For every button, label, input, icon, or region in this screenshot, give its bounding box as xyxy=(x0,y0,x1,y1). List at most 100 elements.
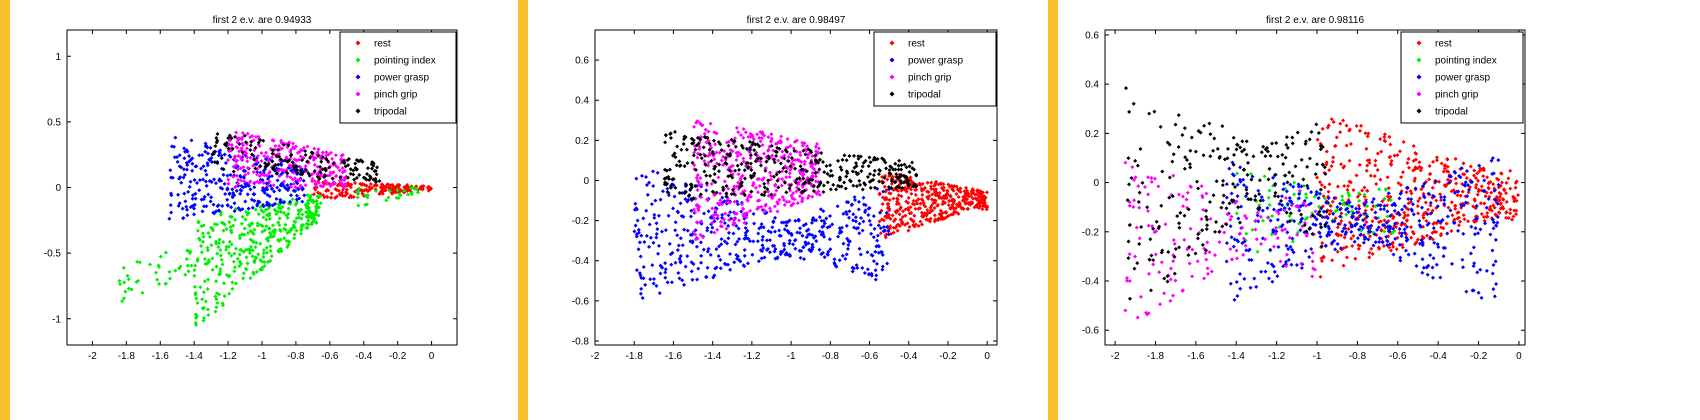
point-rest xyxy=(1388,142,1393,147)
point-tripodal xyxy=(215,138,220,143)
point-power-grasp xyxy=(690,239,695,244)
point-pointing-index xyxy=(1305,215,1310,220)
point-rest xyxy=(1486,185,1491,190)
point-tripodal xyxy=(742,168,747,173)
point-rest xyxy=(1466,219,1471,224)
legend-marker xyxy=(889,40,895,46)
point-rest xyxy=(1318,274,1323,279)
point-tripodal xyxy=(1316,131,1321,136)
point-power-grasp xyxy=(777,228,782,233)
point-tripodal xyxy=(364,177,369,182)
point-tripodal xyxy=(1281,161,1286,166)
point-power-grasp xyxy=(267,194,272,199)
point-tripodal xyxy=(1203,248,1208,253)
point-pinch-grip xyxy=(229,142,234,147)
point-power-grasp xyxy=(1400,207,1405,212)
point-tripodal xyxy=(869,178,874,183)
point-power-grasp xyxy=(1436,219,1441,224)
point-tripodal xyxy=(1187,162,1192,167)
point-pinch-grip xyxy=(343,181,348,186)
point-power-grasp xyxy=(1281,187,1286,192)
point-tripodal xyxy=(292,165,297,170)
point-power-grasp xyxy=(209,195,214,200)
point-tripodal xyxy=(1188,165,1193,170)
point-power-grasp xyxy=(1232,173,1237,178)
point-rest xyxy=(1359,123,1364,128)
point-power-grasp xyxy=(176,192,181,197)
point-power-grasp xyxy=(1476,231,1481,236)
point-rest xyxy=(1516,193,1521,198)
point-rest xyxy=(1500,196,1505,201)
point-rest xyxy=(1408,199,1413,204)
point-power-grasp xyxy=(194,164,199,169)
point-tripodal xyxy=(815,184,820,189)
point-pointing-index xyxy=(268,248,273,253)
point-power-grasp xyxy=(751,239,756,244)
legend-marker xyxy=(355,57,361,63)
point-pointing-index xyxy=(214,305,219,310)
point-pointing-index xyxy=(1255,249,1260,254)
point-power-grasp xyxy=(657,291,662,296)
point-power-grasp xyxy=(203,149,208,154)
point-power-grasp xyxy=(1478,227,1483,232)
point-pinch-grip xyxy=(693,210,698,215)
point-pointing-index xyxy=(264,224,269,229)
point-tripodal xyxy=(891,167,896,172)
point-pinch-grip xyxy=(232,154,237,159)
point-power-grasp xyxy=(177,176,182,181)
point-tripodal xyxy=(749,189,754,194)
point-tripodal xyxy=(1257,205,1262,210)
point-pointing-index xyxy=(284,238,289,243)
point-tripodal xyxy=(266,161,271,166)
point-pinch-grip xyxy=(339,180,344,185)
point-power-grasp xyxy=(1297,208,1302,213)
point-tripodal xyxy=(684,183,689,188)
point-tripodal xyxy=(1167,195,1172,200)
point-pinch-grip xyxy=(342,185,347,190)
point-power-grasp xyxy=(1459,166,1464,171)
point-rest xyxy=(896,222,901,227)
point-tripodal xyxy=(1237,220,1242,225)
point-rest xyxy=(970,200,975,205)
point-pinch-grip xyxy=(1241,252,1246,257)
point-tripodal xyxy=(782,156,787,161)
point-tripodal xyxy=(868,160,873,165)
point-rest xyxy=(1504,199,1509,204)
point-power-grasp xyxy=(806,227,811,232)
point-power-grasp xyxy=(663,261,668,266)
point-pinch-grip xyxy=(714,131,719,136)
point-tripodal xyxy=(1240,149,1245,154)
point-tripodal xyxy=(844,174,849,179)
point-power-grasp xyxy=(206,192,211,197)
point-rest xyxy=(311,192,316,197)
point-tripodal xyxy=(226,136,231,141)
point-pointing-index xyxy=(193,263,198,268)
point-pinch-grip xyxy=(788,152,793,157)
point-pinch-grip xyxy=(724,140,729,145)
point-power-grasp xyxy=(701,247,706,252)
legend-marker xyxy=(1416,91,1422,97)
point-tripodal xyxy=(1213,229,1218,234)
point-power-grasp xyxy=(1384,234,1389,239)
point-tripodal xyxy=(778,161,783,166)
point-pointing-index xyxy=(274,212,279,217)
point-pinch-grip xyxy=(768,209,773,214)
point-pointing-index xyxy=(247,223,252,228)
legend-label: pointing index xyxy=(1435,56,1497,67)
point-pinch-grip xyxy=(1157,270,1162,275)
point-tripodal xyxy=(786,159,791,164)
point-rest xyxy=(1368,173,1373,178)
point-pinch-grip xyxy=(767,206,772,211)
point-power-grasp xyxy=(1475,270,1480,275)
point-power-grasp xyxy=(1453,170,1458,175)
point-pinch-grip xyxy=(732,199,737,204)
point-power-grasp xyxy=(878,226,883,231)
point-power-grasp xyxy=(773,215,778,220)
point-tripodal xyxy=(681,137,686,142)
chart-title: first 2 e.v. are 0.94933 xyxy=(213,15,312,26)
point-tripodal xyxy=(698,192,703,197)
point-pointing-index xyxy=(1267,188,1272,193)
point-pointing-index xyxy=(299,231,304,236)
point-pinch-grip xyxy=(1209,269,1214,274)
